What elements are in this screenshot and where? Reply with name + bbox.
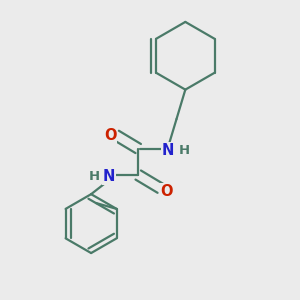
Text: O: O: [160, 184, 172, 199]
Text: H: H: [178, 143, 189, 157]
Text: N: N: [103, 169, 115, 184]
Text: N: N: [161, 142, 174, 158]
Text: O: O: [104, 128, 116, 143]
Text: H: H: [88, 170, 100, 183]
